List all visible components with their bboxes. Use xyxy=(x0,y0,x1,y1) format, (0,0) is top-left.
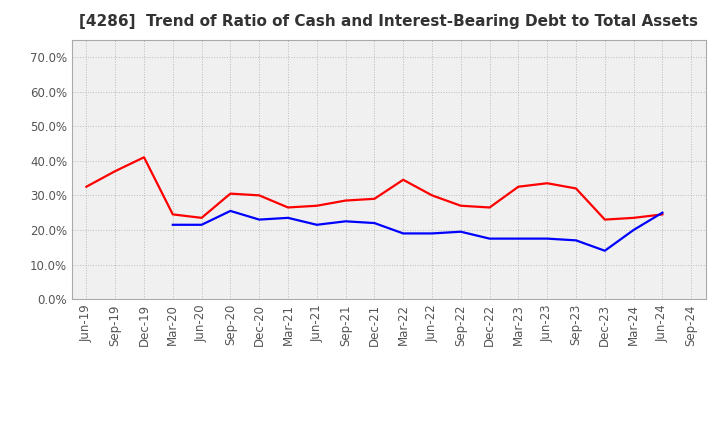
Cash xyxy=(572,186,580,191)
Cash xyxy=(600,217,609,222)
Interest-Bearing Debt xyxy=(284,215,292,220)
Interest-Bearing Debt xyxy=(629,227,638,233)
Cash xyxy=(197,215,206,220)
Cash xyxy=(82,184,91,189)
Line: Interest-Bearing Debt: Interest-Bearing Debt xyxy=(173,211,662,251)
Cash xyxy=(168,212,177,217)
Title: [4286]  Trend of Ratio of Cash and Interest-Bearing Debt to Total Assets: [4286] Trend of Ratio of Cash and Intere… xyxy=(79,14,698,29)
Cash xyxy=(399,177,408,183)
Interest-Bearing Debt xyxy=(312,222,321,227)
Cash xyxy=(456,203,465,209)
Cash xyxy=(140,154,148,160)
Cash xyxy=(312,203,321,209)
Cash xyxy=(514,184,523,189)
Interest-Bearing Debt xyxy=(485,236,494,241)
Interest-Bearing Debt xyxy=(168,222,177,227)
Interest-Bearing Debt xyxy=(428,231,436,236)
Cash xyxy=(629,215,638,220)
Line: Cash: Cash xyxy=(86,157,662,220)
Cash xyxy=(485,205,494,210)
Interest-Bearing Debt xyxy=(255,217,264,222)
Cash xyxy=(341,198,350,203)
Cash xyxy=(255,193,264,198)
Interest-Bearing Debt xyxy=(456,229,465,235)
Cash xyxy=(658,212,667,217)
Interest-Bearing Debt xyxy=(600,248,609,253)
Interest-Bearing Debt xyxy=(399,231,408,236)
Cash xyxy=(370,196,379,202)
Interest-Bearing Debt xyxy=(572,238,580,243)
Interest-Bearing Debt xyxy=(197,222,206,227)
Cash xyxy=(111,169,120,174)
Cash xyxy=(428,193,436,198)
Cash xyxy=(543,180,552,186)
Interest-Bearing Debt xyxy=(658,210,667,215)
Interest-Bearing Debt xyxy=(226,208,235,213)
Interest-Bearing Debt xyxy=(543,236,552,241)
Interest-Bearing Debt xyxy=(370,220,379,226)
Cash xyxy=(226,191,235,196)
Interest-Bearing Debt xyxy=(341,219,350,224)
Cash xyxy=(284,205,292,210)
Interest-Bearing Debt xyxy=(514,236,523,241)
